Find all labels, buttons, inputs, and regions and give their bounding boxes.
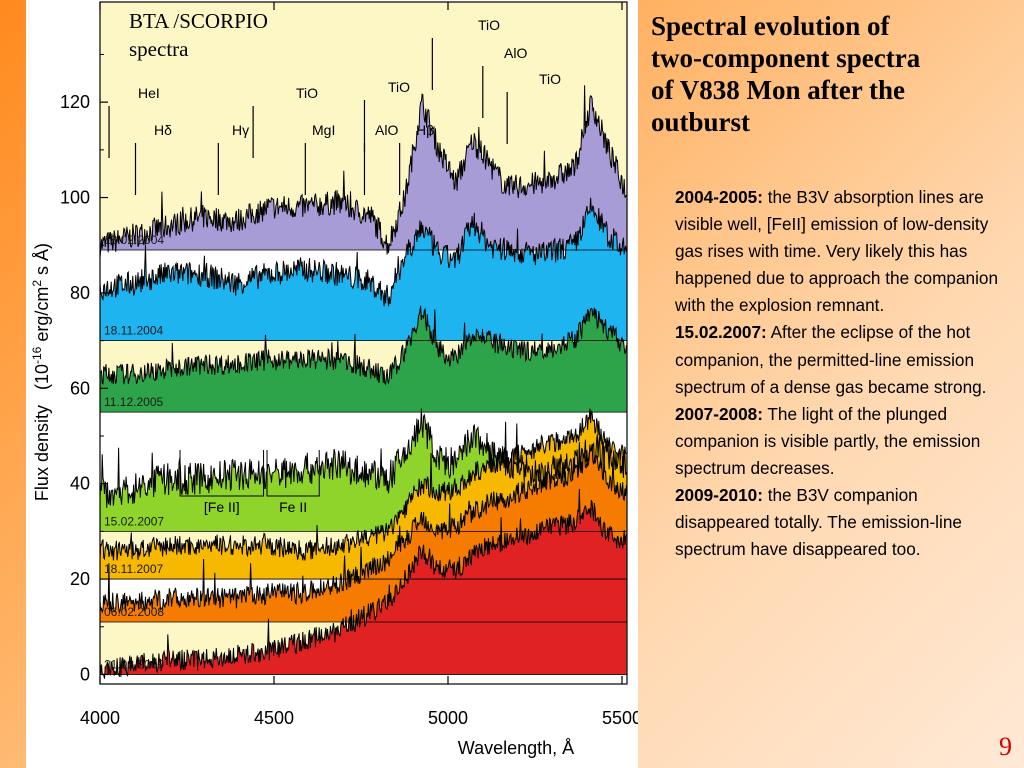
note-2009-2010: 2009-2010: the B3V companion disappeared… (675, 482, 1015, 563)
note-date: 2007-2008: (675, 403, 763, 424)
note-15-02-2007: 15.02.2007: After the eclipse of the hot… (675, 319, 1015, 400)
y-axis-units-mid: erg/cm (32, 287, 52, 347)
note-text: the B3V companion disappeared totally. T… (675, 485, 962, 560)
line-marker-label: AlO (504, 45, 527, 61)
note-date: 2009-2010: (675, 485, 763, 506)
line-marker-label: TiO (296, 85, 318, 101)
line-marker-label: Hδ (154, 122, 172, 138)
line-marker-label: Hγ (232, 122, 249, 138)
line-marker-label: MgI (312, 122, 335, 138)
spectrum-fill (100, 197, 627, 341)
spectrum-line (99, 85, 627, 258)
y-axis-units-end: s Å) (32, 243, 52, 280)
y-tick-label: 60 (70, 378, 90, 398)
note-date: 15.02.2007: (675, 322, 767, 343)
spectrum-date-label: 06.02.2008 (104, 605, 164, 619)
spectrum-line (99, 408, 627, 561)
spectrum-line (99, 197, 627, 307)
y-tick-label: 0 (80, 664, 90, 684)
svg-text:Flux density (10-16 er: Flux density (10-16 erg/cm2 s Å) (30, 243, 52, 501)
y-axis-units-exp2: 2 (30, 280, 44, 287)
chart-title-line: BTA /SCORPIO (129, 9, 268, 33)
date-labels: 18.02.2004 18.11.2004 11.12.2005 15.02.2007… (104, 233, 164, 671)
line-marker-label: TiO (539, 71, 561, 87)
spectrum-date-label: 15.02.2007 (104, 514, 164, 528)
y-axis-label: Flux density (32, 405, 52, 501)
line-marker-label: TiO (388, 79, 410, 95)
spectrum-date-label: 11.12.2005 (104, 395, 163, 409)
spectrum-line (99, 488, 627, 679)
chart-title-line: spectra (129, 37, 189, 61)
spectrum-fill (100, 305, 627, 413)
note-date: 2004-2005: (675, 187, 763, 207)
spectrum-line (99, 305, 627, 386)
x-tick-label: 4500 (254, 708, 294, 728)
spectrum-date-label: 21.02.2009 (104, 657, 164, 671)
y-tick-label: 100 (60, 188, 90, 208)
y-tick-label: 40 (70, 474, 90, 494)
group-label: Fe II (279, 499, 307, 515)
spectrum-date-label: 18.11.2007 (104, 562, 163, 576)
spectrum-date-label: 18.11.2004 (104, 324, 163, 338)
line-marker-label: TiO (478, 17, 500, 33)
spectrum-chart: 18.02.2004 18.11.2004 11.12.2005 15.02.2007… (30, 1, 638, 758)
group-bracket (179, 450, 265, 497)
spectra-fills (100, 85, 627, 679)
line-marker-label: AlO (375, 122, 398, 138)
y-axis-units-exp1: -16 (30, 346, 44, 364)
y-tick-label: 120 (60, 92, 90, 112)
y-tick-label: 80 (70, 283, 90, 303)
note-text: the B3V absorption lines are visible wel… (675, 187, 999, 316)
x-axis-label: Wavelength, Å (458, 738, 574, 758)
y-axis-units: (10 (32, 364, 52, 390)
line-marker-label: Hβ (416, 122, 434, 138)
line-marker-label: HeI (138, 85, 160, 101)
y-axis-title: Flux density (10-16 erg/cm2 s Å) (30, 243, 52, 501)
page-number: 9 (999, 732, 1012, 761)
x-tick-label: 4000 (80, 708, 120, 728)
y-tick-label: 20 (70, 569, 90, 589)
spectrum-date-label: 18.02.2004 (104, 233, 164, 247)
group-label: [Fe II] (204, 499, 240, 515)
note-text: After the eclipse of the hot companion, … (675, 322, 987, 397)
spectrum-fill (100, 488, 627, 679)
spectrum-fill (100, 85, 627, 258)
note-2004-2005: 2004-2005: the B3V absorption lines are … (675, 184, 1015, 319)
spectra-lines (99, 85, 627, 679)
note-2007-2008: 2007-2008: The light of the plunged comp… (675, 401, 1015, 482)
x-tick-label: 5500 (602, 708, 638, 728)
group-bracket (266, 450, 320, 497)
slide-title: Spectral evolution of two-component spec… (651, 11, 921, 137)
chart-title: BTA /SCORPIO spectra (129, 9, 273, 61)
chart-panel: 18.02.2004 18.11.2004 11.12.2005 15.02.2007… (26, 0, 638, 768)
spectrum-line (99, 442, 627, 615)
spectrum-line (99, 408, 627, 508)
plot-frame (99, 1, 628, 685)
note-text: The light of the plunged companion is vi… (675, 403, 981, 478)
notes-panel: 2004-2005: the B3V absorption lines are … (675, 184, 1015, 563)
axes: 4000 4500 5000 5500 0 20 40 60 80 100 120 (60, 2, 638, 728)
x-tick-label: 5000 (428, 708, 468, 728)
